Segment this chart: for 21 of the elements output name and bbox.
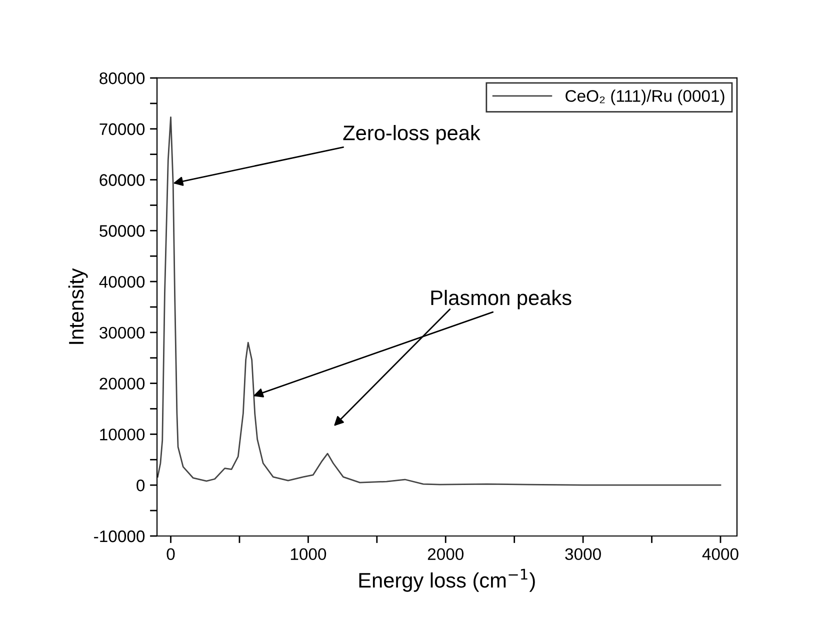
x-tick-label: 4000: [702, 548, 738, 560]
y-tick-label: -10000: [94, 530, 145, 542]
y-axis-title: Intensity: [68, 268, 88, 344]
y-tick-label: 40000: [99, 276, 145, 288]
y-tick-label: 70000: [100, 123, 145, 136]
legend-label: CeO₂ (111)/Ru (0001): [566, 90, 724, 106]
y-tick-label: 80000: [100, 72, 145, 84]
y-tick-label: 50000: [100, 225, 145, 237]
line-series: [157, 116, 722, 486]
x-tick-label: 2000: [428, 548, 464, 560]
x-tick-label: 1000: [290, 548, 326, 560]
y-tick-label: 10000: [100, 428, 145, 440]
annotation: Zero-loss peak: [343, 124, 480, 144]
y-tick-label: 20000: [100, 378, 145, 390]
x-tick-label: 0: [166, 548, 175, 560]
y-tick-label: 30000: [100, 326, 145, 339]
x-axis-title: Energy loss (cm$^{−1}$): [359, 568, 535, 592]
x-tick-label: 3000: [565, 548, 601, 560]
annotation: Plasmon peaks: [431, 290, 572, 310]
y-tick-label: 60000: [100, 174, 145, 186]
y-tick-label: 0: [136, 480, 145, 492]
